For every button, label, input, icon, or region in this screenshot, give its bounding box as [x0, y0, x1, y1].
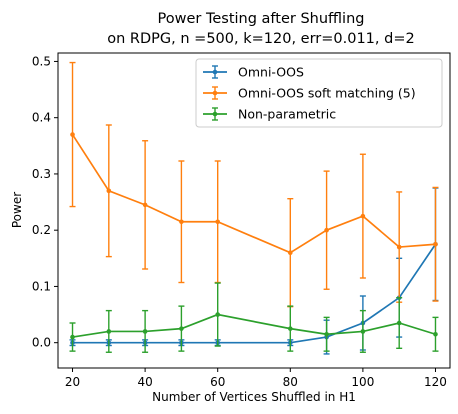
axis-ticks: 20 40 60 80 100 120 0.0 0.1 0.2 0.3 0.4 0.5	[32, 54, 447, 389]
data-point	[324, 331, 329, 337]
data-point	[70, 132, 75, 137]
data-point	[215, 312, 221, 317]
data-point	[433, 331, 438, 337]
chart-title-line-1: Power Testing after Shuffling	[158, 11, 365, 27]
data-point	[70, 334, 75, 340]
chart-marks	[69, 61, 439, 355]
x-tick-label: 80	[283, 375, 298, 389]
x-tick-label: 60	[210, 375, 225, 389]
data-point	[324, 227, 329, 233]
data-point	[396, 244, 402, 250]
y-tick-label: 0.1	[32, 279, 51, 293]
x-tick-label: 100	[351, 375, 374, 389]
legend-label: Omni-OOS soft matching (5)	[238, 86, 416, 101]
chart-title-line-2: on RDPG, n =500, k=120, err=0.011, d=2	[107, 31, 414, 47]
data-point	[106, 329, 112, 334]
y-tick-label: 0.3	[32, 167, 51, 181]
x-tick-label: 120	[424, 375, 447, 389]
y-axis-label: Power	[10, 192, 24, 228]
data-point	[396, 320, 402, 326]
legend-label: Non-parametric	[238, 107, 336, 122]
legend-entry-1: Omni-OOS	[203, 65, 304, 80]
legend-marker	[212, 69, 218, 75]
series-3	[69, 282, 439, 353]
plot-frame	[57, 52, 451, 369]
series-line	[72, 243, 437, 344]
x-axis-label: Number of Vertices Shuffled in H1	[152, 390, 356, 404]
legend-box	[195, 58, 443, 128]
series-line	[72, 313, 436, 338]
data-point	[287, 326, 293, 331]
legend-entry-2: Omni-OOS soft matching (5)	[203, 86, 416, 101]
y-tick-label: 0.0	[32, 336, 51, 350]
y-tick-label: 0.2	[32, 223, 51, 237]
legend-marker	[212, 111, 218, 117]
data-point	[142, 329, 148, 334]
legend-entry-3: Non-parametric	[203, 107, 336, 122]
series-line	[71, 134, 436, 254]
x-tick-label: 20	[65, 375, 80, 389]
y-tick-label: 0.5	[32, 54, 51, 68]
data-point	[215, 219, 221, 225]
data-point	[360, 213, 366, 219]
legend-label: Omni-OOS	[238, 65, 304, 80]
data-point	[360, 329, 366, 334]
legend: Omni-OOS Omni-OOS soft matching (5) Non-pa…	[195, 58, 443, 128]
data-point	[287, 250, 293, 255]
y-tick-label: 0.4	[32, 111, 51, 125]
series-2	[69, 61, 439, 308]
legend-marker	[212, 90, 218, 96]
data-point	[433, 241, 438, 247]
data-point	[142, 202, 148, 208]
x-tick-label: 40	[137, 375, 152, 389]
data-point	[106, 188, 112, 194]
data-point	[179, 219, 184, 225]
data-point	[179, 326, 184, 331]
